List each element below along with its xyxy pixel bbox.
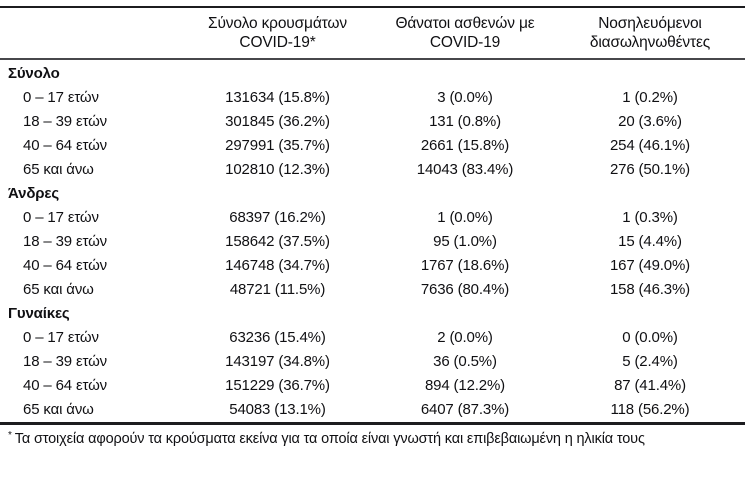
intubated-value: 87 (41.4%) [614, 376, 686, 394]
cases-value: 63236 (15.4%) [229, 328, 326, 346]
group-header-row-men: Άνδρες [0, 181, 745, 205]
intubated-value: 1 (0.2%) [622, 88, 678, 106]
column-header-intubated: Νοσηλευόμενοι διασωληνωθέντες [555, 14, 745, 52]
table-row: 18 – 39 ετών 158642 (37.5%) 95 (1.0%) 15… [0, 229, 745, 253]
table-row: 18 – 39 ετών 143197 (34.8%) 36 (0.5%) 5 … [0, 349, 745, 373]
column-header-total-cases: Σύνολο κρουσμάτων COVID-19* [180, 14, 375, 52]
table-row: 65 και άνω 102810 (12.3%) 14043 (83.4%) … [0, 157, 745, 181]
column-header-total-cases-line2: COVID-19* [239, 34, 316, 51]
table-top-rule [0, 6, 745, 8]
deaths-value: 36 (0.5%) [433, 352, 497, 370]
deaths-value: 2661 (15.8%) [420, 136, 510, 154]
age-band-label: 0 – 17 ετών [23, 328, 99, 346]
deaths-value: 131 (0.8%) [429, 112, 501, 130]
deaths-value: 6407 (87.3%) [420, 400, 510, 418]
group-header-row-women: Γυναίκες [0, 301, 745, 325]
age-band-label: 65 και άνω [23, 160, 94, 178]
cases-value: 102810 (12.3%) [225, 160, 330, 178]
intubated-value: 158 (46.3%) [609, 280, 691, 298]
column-header-deaths-line2: COVID-19 [429, 34, 501, 51]
age-band-label: 0 – 17 ετών [23, 88, 99, 106]
deaths-value: 14043 (83.4%) [416, 160, 514, 178]
deaths-value: 2 (0.0%) [437, 328, 493, 346]
age-band-label: 40 – 64 ετών [23, 376, 108, 394]
intubated-value: 276 (50.1%) [609, 160, 691, 178]
group-label-men: Άνδρες [8, 184, 60, 202]
table-row: 65 και άνω 48721 (11.5%) 7636 (80.4%) 15… [0, 277, 745, 301]
column-header-total-cases-line1: Σύνολο κρουσμάτων [208, 15, 347, 32]
age-band-label: 40 – 64 ετών [23, 256, 108, 274]
table-row: 40 – 64 ετών 146748 (34.7%) 1767 (18.6%)… [0, 253, 745, 277]
footnote-text: Τα στοιχεία αφορούν τα κρούσματα εκείνα … [14, 431, 645, 447]
deaths-value: 95 (1.0%) [433, 232, 497, 250]
intubated-value: 167 (49.0%) [609, 256, 691, 274]
column-header-intubated-line2: διασωληνωθέντες [589, 34, 711, 51]
header-separator-rule [0, 58, 745, 60]
age-band-label: 18 – 39 ετών [23, 352, 108, 370]
table-bottom-rule [0, 422, 745, 425]
table-row: 0 – 17 ετών 63236 (15.4%) 2 (0.0%) 0 (0.… [0, 325, 745, 349]
intubated-value: 5 (2.4%) [622, 352, 678, 370]
footnote-asterisk-marker: * [8, 430, 12, 441]
table-row: 65 και άνω 54083 (13.1%) 6407 (87.3%) 11… [0, 397, 745, 421]
cases-value: 146748 (34.7%) [225, 256, 330, 274]
cases-value: 54083 (13.1%) [229, 400, 326, 418]
intubated-value: 0 (0.0%) [622, 328, 678, 346]
age-band-label: 40 – 64 ετών [23, 136, 108, 154]
deaths-value: 894 (12.2%) [424, 376, 506, 394]
intubated-value: 20 (3.6%) [618, 112, 682, 130]
cases-value: 297991 (35.7%) [225, 136, 330, 154]
table-header-row: Σύνολο κρουσμάτων COVID-19* Θάνατοι ασθε… [0, 8, 745, 58]
age-band-label: 18 – 39 ετών [23, 232, 108, 250]
intubated-value: 15 (4.4%) [618, 232, 682, 250]
group-label-total: Σύνολο [8, 64, 60, 82]
table-row: 40 – 64 ετών 151229 (36.7%) 894 (12.2%) … [0, 373, 745, 397]
age-band-label: 65 και άνω [23, 400, 94, 418]
age-band-label: 18 – 39 ετών [23, 112, 108, 130]
cases-value: 158642 (37.5%) [225, 232, 330, 250]
cases-value: 48721 (11.5%) [229, 280, 326, 298]
age-band-label: 0 – 17 ετών [23, 208, 99, 226]
table-row: 18 – 39 ετών 301845 (36.2%) 131 (0.8%) 2… [0, 109, 745, 133]
column-header-deaths: Θάνατοι ασθενών με COVID-19 [375, 14, 555, 52]
intubated-value: 254 (46.1%) [609, 136, 691, 154]
age-band-label: 65 και άνω [23, 280, 94, 298]
table-row: 40 – 64 ετών 297991 (35.7%) 2661 (15.8%)… [0, 133, 745, 157]
table-row: 0 – 17 ετών 131634 (15.8%) 3 (0.0%) 1 (0… [0, 85, 745, 109]
cases-value: 151229 (36.7%) [225, 376, 330, 394]
deaths-value: 1767 (18.6%) [420, 256, 510, 274]
table-body: Σύνολο 0 – 17 ετών 131634 (15.8%) 3 (0.0… [0, 60, 745, 422]
footnote: * Τα στοιχεία αφορούν τα κρούσματα εκείνα… [0, 425, 745, 447]
deaths-value: 1 (0.0%) [437, 208, 493, 226]
column-header-deaths-line1: Θάνατοι ασθενών με [395, 15, 535, 32]
deaths-value: 7636 (80.4%) [420, 280, 510, 298]
table-row: 0 – 17 ετών 68397 (16.2%) 1 (0.0%) 1 (0.… [0, 205, 745, 229]
cases-value: 131634 (15.8%) [225, 88, 330, 106]
deaths-value: 3 (0.0%) [437, 88, 493, 106]
intubated-value: 1 (0.3%) [622, 208, 678, 226]
cases-value: 301845 (36.2%) [225, 112, 330, 130]
group-header-row-total: Σύνολο [0, 61, 745, 85]
column-header-intubated-line1: Νοσηλευόμενοι [598, 15, 702, 32]
cases-value: 143197 (34.8%) [225, 352, 330, 370]
intubated-value: 118 (56.2%) [610, 400, 690, 418]
cases-value: 68397 (16.2%) [229, 208, 326, 226]
group-label-women: Γυναίκες [8, 304, 70, 322]
